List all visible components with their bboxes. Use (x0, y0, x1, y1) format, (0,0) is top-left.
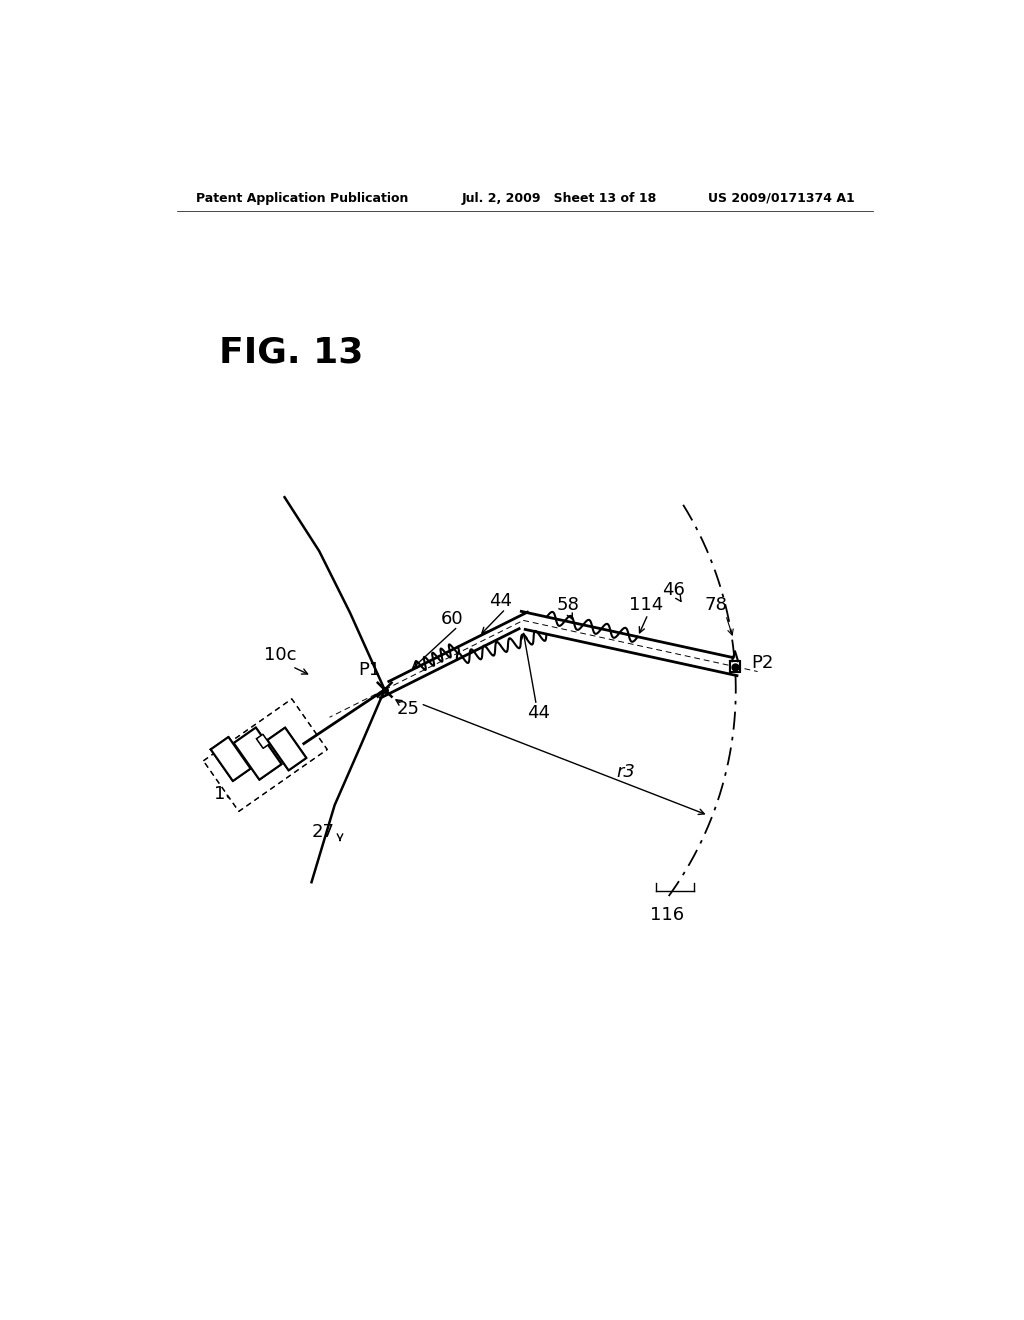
Text: 10c: 10c (264, 645, 297, 664)
Text: 44: 44 (527, 704, 550, 722)
Text: 60: 60 (441, 610, 464, 628)
Text: 46: 46 (662, 581, 685, 598)
Polygon shape (730, 661, 740, 672)
Text: US 2009/0171374 A1: US 2009/0171374 A1 (708, 191, 854, 205)
Text: 25: 25 (396, 700, 419, 718)
Text: 58: 58 (556, 597, 580, 614)
Text: 27: 27 (311, 824, 335, 841)
Polygon shape (233, 727, 282, 780)
Text: Patent Application Publication: Patent Application Publication (196, 191, 409, 205)
Text: P1: P1 (358, 661, 380, 680)
Text: 114: 114 (630, 597, 664, 614)
Text: 18c: 18c (214, 784, 247, 803)
Text: Jul. 2, 2009   Sheet 13 of 18: Jul. 2, 2009 Sheet 13 of 18 (462, 191, 657, 205)
Text: FIG. 13: FIG. 13 (219, 335, 364, 370)
Text: 44: 44 (488, 593, 512, 610)
Polygon shape (267, 727, 306, 771)
Text: 78: 78 (705, 597, 727, 614)
Polygon shape (257, 734, 269, 748)
Polygon shape (211, 737, 251, 781)
Text: 116: 116 (650, 907, 684, 924)
Text: P2: P2 (751, 653, 773, 672)
Polygon shape (204, 700, 327, 812)
Text: r3: r3 (616, 763, 636, 781)
